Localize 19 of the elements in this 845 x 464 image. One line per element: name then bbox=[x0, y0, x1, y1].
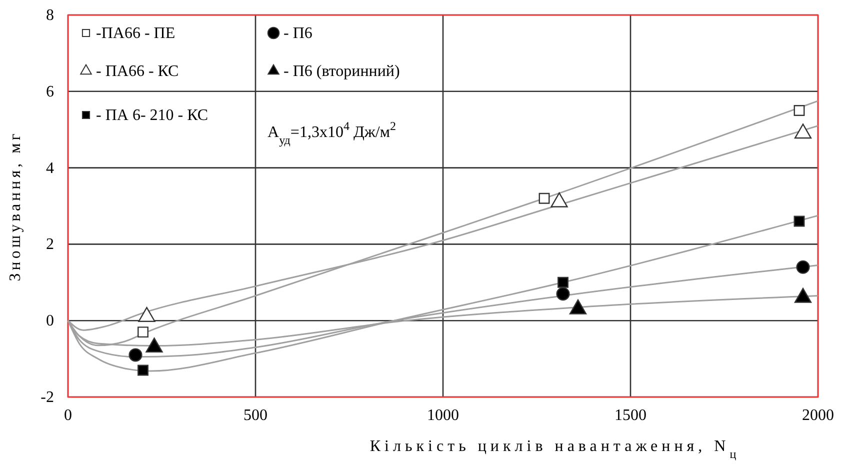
x-tick-label: 1500 bbox=[614, 407, 646, 424]
y-tick-label: 6 bbox=[46, 83, 54, 100]
y-tick-label: 8 bbox=[46, 7, 54, 24]
legend-label: - ПА 6- 210 - КС bbox=[96, 107, 208, 124]
y-tick-label: -2 bbox=[40, 389, 54, 406]
x-tick-label: 2000 bbox=[802, 407, 834, 424]
annotation: A$_{уд}$=1,3x10$^{4}$ Дж/м$^{2}$ bbox=[268, 119, 396, 147]
legend-label: -ПА66 - ПЕ bbox=[96, 25, 176, 42]
y-tick-label: 0 bbox=[46, 312, 54, 330]
x-tick-label: 0 bbox=[64, 407, 72, 424]
y-tick-label: 4 bbox=[46, 160, 54, 177]
y-axis-title: Зношування, мг bbox=[7, 130, 24, 282]
legend-label: - П6 bbox=[284, 25, 312, 42]
legend-label: - ПА66 - КС bbox=[96, 63, 179, 80]
x-tick-label: 1000 bbox=[427, 407, 459, 424]
x-axis-title: Кількість циклів навантаження, N$_{ц}$ bbox=[370, 438, 740, 461]
legend-label: - П6 (вторинний) bbox=[284, 63, 400, 80]
x-tick-label: 500 bbox=[244, 407, 268, 424]
y-tick-label: 2 bbox=[46, 236, 54, 254]
